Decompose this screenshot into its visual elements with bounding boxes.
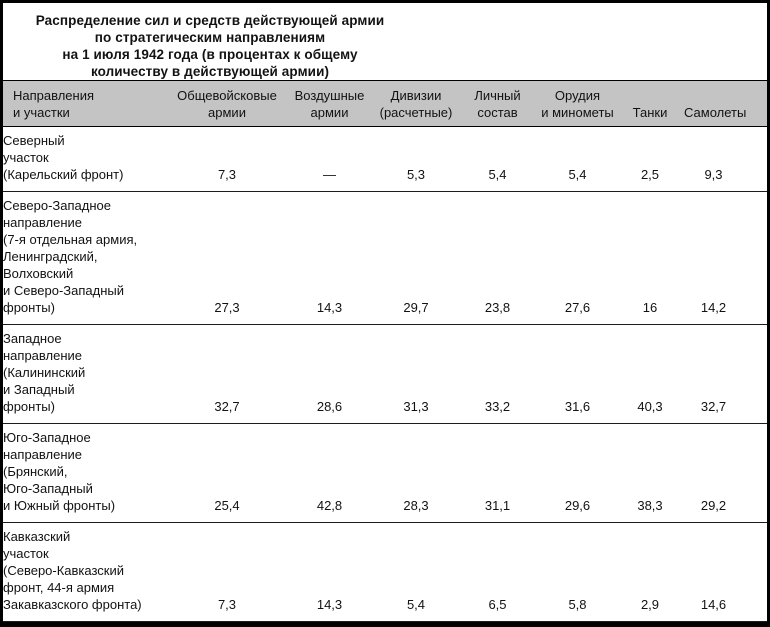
- cell-value: 6,5: [488, 597, 507, 612]
- cell-value: 42,8: [316, 498, 343, 513]
- cell-value: 5,8: [568, 597, 587, 612]
- cell-value: 14,3: [316, 597, 343, 612]
- cell-value: 29,2: [700, 498, 727, 513]
- cell-value: 31,3: [403, 399, 429, 414]
- column-header-combined-armies: Общевойсковые армии: [177, 88, 277, 120]
- column-header-guns-mortars: Орудия и минометы: [541, 88, 614, 120]
- cell-value: 31,6: [564, 399, 591, 414]
- row-label: Кавказский участок (Северо-Кавказский фр…: [3, 529, 142, 612]
- cell-value: 27,3: [214, 300, 240, 315]
- cell-value: 27,6: [564, 300, 591, 315]
- cell-value: 14,3: [316, 300, 343, 315]
- table-title: Распределение сил и средств действующей …: [35, 13, 385, 79]
- column-header-aircraft: Самолеты: [684, 105, 747, 120]
- cell-value: —: [323, 167, 336, 182]
- cell-value: 33,2: [484, 399, 511, 414]
- table-row-northern-sector: Северный участок (Карельский фронт) 7,3 …: [3, 127, 767, 192]
- row-label: Юго-Западное направление (Брянский, Юго-…: [3, 430, 116, 513]
- cell-value: 14,6: [700, 597, 727, 612]
- cell-value: 32,7: [214, 399, 240, 414]
- cell-value: 9,3: [704, 167, 723, 182]
- column-header-directions: Направления и участки: [13, 88, 95, 120]
- cell-value: 40,3: [637, 399, 663, 414]
- cell-value: 32,7: [700, 399, 727, 414]
- row-label: Западное направление (Калининский и Запа…: [3, 331, 86, 414]
- cell-value: 5,4: [488, 167, 507, 182]
- column-header-personnel: Личный состав: [474, 88, 521, 120]
- table-row-caucasus-sector: Кавказский участок (Северо-Кавказский фр…: [3, 523, 767, 622]
- row-label: Северный участок (Карельский фронт): [3, 133, 124, 182]
- table-header-row: Направления и участки Общевойсковые арми…: [3, 80, 767, 127]
- table-row-western-direction: Западное направление (Калининский и Запа…: [3, 325, 767, 424]
- row-label: Северо-Западное направление (7-я отдельн…: [3, 198, 138, 315]
- cell-value: 29,6: [564, 498, 591, 513]
- cell-value: 14,2: [700, 300, 727, 315]
- cell-value: 28,6: [316, 399, 343, 414]
- cell-value: 2,9: [640, 597, 660, 612]
- cell-value: 25,4: [214, 498, 240, 513]
- table-row-south-western-direction: Юго-Западное направление (Брянский, Юго-…: [3, 424, 767, 523]
- cell-value: 28,3: [403, 498, 429, 513]
- cell-value: 5,3: [406, 167, 426, 182]
- cell-value: 5,4: [406, 597, 426, 612]
- cell-value: 7,3: [217, 167, 237, 182]
- cell-value: 16: [642, 300, 658, 315]
- cell-value: 31,1: [484, 498, 511, 513]
- cell-value: 23,8: [484, 300, 511, 315]
- cell-value: 2,5: [640, 167, 660, 182]
- cell-value: 5,4: [568, 167, 587, 182]
- cell-value: 29,7: [403, 300, 429, 315]
- column-header-air-armies: Воздушные армии: [294, 88, 365, 120]
- column-header-tanks: Танки: [632, 105, 668, 120]
- cell-value: 38,3: [637, 498, 663, 513]
- forces-distribution-table: Направления и участки Общевойсковые арми…: [3, 80, 767, 622]
- cell-value: 7,3: [217, 597, 237, 612]
- table-row-north-western-direction: Северо-Западное направление (7-я отдельн…: [3, 192, 767, 325]
- column-header-divisions: Дивизии (расчетные): [379, 88, 453, 120]
